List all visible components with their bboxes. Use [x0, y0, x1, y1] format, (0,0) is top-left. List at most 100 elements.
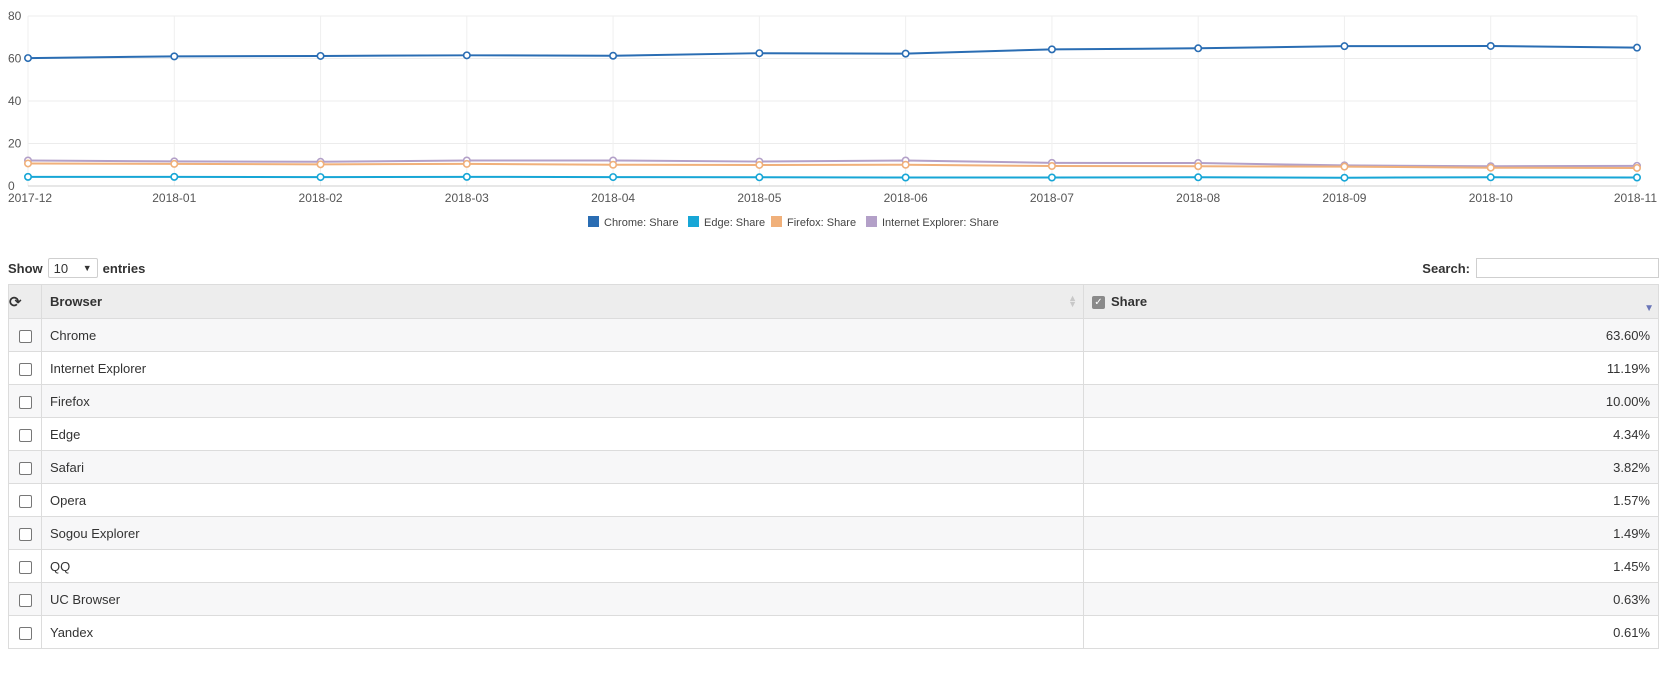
- data-point: [23, 54, 32, 63]
- series-line-1: [28, 175, 1638, 179]
- data-point: [609, 51, 618, 60]
- data-point: [316, 160, 325, 169]
- share-cell: 10.00%: [1083, 384, 1659, 418]
- share-cell: 4.34%: [1083, 417, 1659, 451]
- row-checkbox-cell: [8, 483, 42, 517]
- table-row[interactable]: Yandex 0.61%: [8, 615, 1659, 649]
- data-point: [23, 159, 32, 168]
- browser-cell: Safari: [41, 450, 1084, 484]
- x-tick-label: 2018-10: [1469, 191, 1513, 205]
- search-label: Search:: [1422, 260, 1470, 276]
- table-row[interactable]: Edge 4.34%: [8, 417, 1659, 451]
- table-row[interactable]: UC Browser 0.63%: [8, 582, 1659, 616]
- legend-swatch: [771, 216, 782, 227]
- data-point: [1047, 45, 1056, 54]
- row-checkbox[interactable]: [18, 428, 32, 442]
- row-checkbox-cell: [8, 582, 42, 616]
- share-column-header[interactable]: ✓ Share ▼: [1083, 284, 1659, 319]
- browser-header-label: Browser: [50, 294, 103, 309]
- browser-cell: Opera: [41, 483, 1084, 517]
- row-checkbox[interactable]: [18, 329, 32, 343]
- share-cell: 63.60%: [1083, 318, 1659, 352]
- table-row[interactable]: Sogou Explorer 1.49%: [8, 516, 1659, 550]
- browser-cell: Firefox: [41, 384, 1084, 418]
- y-axis: 0 20 40 60 80: [8, 9, 22, 193]
- data-point: [1340, 162, 1349, 171]
- search-control: Search:: [1422, 258, 1659, 278]
- data-point: [1194, 162, 1203, 171]
- sort-desc-icon: ▼: [1644, 303, 1654, 314]
- data-point: [1633, 163, 1642, 172]
- table-row[interactable]: QQ 1.45%: [8, 549, 1659, 583]
- legend-label: Edge: Share: [704, 217, 765, 229]
- data-point: [170, 159, 179, 168]
- x-tick-label: 2018-08: [1176, 191, 1220, 205]
- chart-legend[interactable]: Chrome: Share Edge: Share Firefox: Share In…: [588, 216, 999, 229]
- share-cell: 1.57%: [1083, 483, 1659, 517]
- data-point: [1340, 173, 1349, 182]
- data-point: [901, 160, 910, 169]
- table-controls: Show 10 ▼ entries Search:: [8, 258, 1659, 282]
- legend-label: Chrome: Share: [604, 217, 679, 229]
- row-checkbox[interactable]: [18, 560, 32, 574]
- data-point: [1194, 44, 1203, 53]
- refresh-column-header[interactable]: ⟳: [8, 284, 42, 319]
- table-row[interactable]: Internet Explorer 11.19%: [8, 351, 1659, 385]
- legend-swatch: [866, 216, 877, 227]
- x-tick-label: 2018-06: [884, 191, 928, 205]
- y-tick-label: 0: [8, 179, 15, 193]
- search-input[interactable]: [1476, 258, 1659, 278]
- row-checkbox[interactable]: [18, 593, 32, 607]
- table-body: Chrome 63.60% Internet Explorer 11.19% Firef…: [8, 318, 1659, 649]
- share-cell: 0.61%: [1083, 615, 1659, 649]
- refresh-icon[interactable]: ⟳: [9, 293, 22, 311]
- row-checkbox[interactable]: [18, 494, 32, 508]
- row-checkbox[interactable]: [18, 527, 32, 541]
- row-checkbox[interactable]: [18, 362, 32, 376]
- data-point: [609, 160, 618, 169]
- row-checkbox-cell: [8, 417, 42, 451]
- row-checkbox[interactable]: [18, 626, 32, 640]
- row-checkbox[interactable]: [18, 395, 32, 409]
- browser-cell: Edge: [41, 417, 1084, 451]
- x-tick-label: 2018-05: [737, 191, 781, 205]
- browser-cell: UC Browser: [41, 582, 1084, 616]
- share-cell: 1.49%: [1083, 516, 1659, 550]
- row-checkbox-cell: [8, 384, 42, 418]
- table-row[interactable]: Opera 1.57%: [8, 483, 1659, 517]
- data-point: [170, 52, 179, 61]
- show-label: Show: [8, 260, 43, 276]
- table-header-row: ⟳ Browser ▲ ▼ ✓ Share ▼: [8, 284, 1659, 319]
- data-point: [1633, 173, 1642, 182]
- data-point: [755, 173, 764, 182]
- legend-label: Firefox: Share: [787, 217, 856, 229]
- x-tick-label: 2018-02: [299, 191, 343, 205]
- share-header-label: Share: [1111, 293, 1148, 309]
- checkbox-checked-icon[interactable]: ✓: [1092, 296, 1105, 310]
- data-point: [1047, 162, 1056, 171]
- legend-label: Internet Explorer: Share: [882, 217, 999, 229]
- y-tick-label: 80: [8, 9, 22, 23]
- table-row[interactable]: Firefox 10.00%: [8, 384, 1659, 418]
- sort-both-icon: ▲ ▼: [1068, 293, 1077, 309]
- length-control: Show 10 ▼ entries: [8, 258, 145, 278]
- entries-length-select[interactable]: 10 ▼: [47, 258, 98, 278]
- data-point: [462, 51, 471, 60]
- data-point: [1486, 173, 1495, 182]
- table-row[interactable]: Safari 3.82%: [8, 450, 1659, 484]
- data-point: [901, 49, 910, 58]
- y-tick-label: 60: [8, 52, 22, 66]
- browser-column-header[interactable]: Browser ▲ ▼: [41, 284, 1084, 319]
- data-point: [462, 159, 471, 168]
- table-row[interactable]: Chrome 63.60%: [8, 318, 1659, 352]
- browser-cell: Sogou Explorer: [41, 516, 1084, 550]
- row-checkbox[interactable]: [18, 461, 32, 475]
- x-tick-label: 2018-11: [1614, 191, 1657, 205]
- x-tick-label: 2018-04: [591, 191, 635, 205]
- row-checkbox-cell: [8, 549, 42, 583]
- data-point: [1486, 41, 1495, 50]
- x-tick-label: 2018-01: [152, 191, 196, 205]
- entries-length-value: 10: [53, 260, 69, 276]
- row-checkbox-cell: [8, 516, 42, 550]
